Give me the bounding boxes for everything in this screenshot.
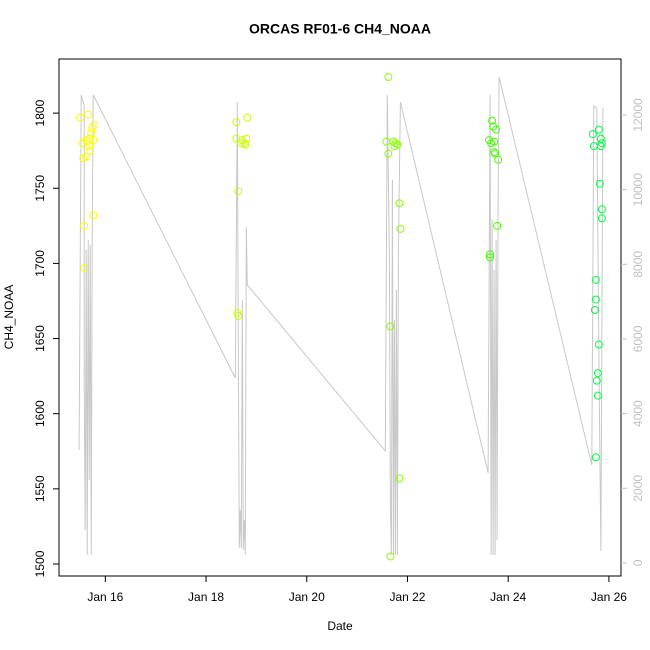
point: [596, 134, 605, 143]
point: [232, 118, 241, 127]
point: [486, 253, 495, 262]
x-tick-label: Jan 16: [87, 590, 123, 604]
y2-tick-label: 10000: [631, 173, 645, 207]
x-axis-label: Date: [327, 619, 353, 633]
point: [590, 305, 599, 314]
point: [494, 155, 503, 164]
y2-tick-label: 2000: [631, 475, 645, 502]
point: [490, 148, 499, 157]
point: [493, 221, 502, 230]
point: [384, 73, 393, 82]
point: [594, 125, 603, 134]
y2-tick-label: 4000: [631, 400, 645, 427]
altitude-line: [78, 76, 604, 555]
point: [492, 125, 501, 134]
point: [242, 134, 251, 143]
point: [234, 311, 243, 320]
y2-tick-label: 12000: [631, 98, 645, 132]
y-tick-label: 1650: [33, 325, 47, 352]
point: [87, 128, 96, 137]
point: [597, 205, 606, 214]
x-tick-label: Jan 18: [188, 590, 224, 604]
y-tick-label: 1600: [33, 400, 47, 427]
x-tick-label: Jan 26: [591, 590, 627, 604]
point: [591, 295, 600, 304]
point: [390, 142, 399, 151]
point: [488, 116, 497, 125]
point: [395, 474, 404, 483]
point: [382, 137, 391, 146]
y-tick-label: 1750: [33, 175, 47, 202]
point: [232, 134, 241, 143]
point: [593, 391, 602, 400]
point: [591, 453, 600, 462]
point: [592, 376, 601, 385]
point: [76, 113, 85, 122]
point: [86, 146, 95, 155]
point: [597, 139, 606, 148]
chart-title: ORCAS RF01-6 CH4_NOAA: [249, 21, 431, 37]
y2-tick-label: 8000: [631, 251, 645, 278]
point: [591, 275, 600, 284]
x-tick-label: Jan 20: [289, 590, 325, 604]
point: [597, 214, 606, 223]
x-tick-label: Jan 24: [490, 590, 526, 604]
point: [84, 110, 93, 119]
point: [486, 250, 495, 259]
point: [80, 263, 89, 272]
point: [593, 369, 602, 378]
point: [80, 221, 89, 230]
y2-tick-label: 0: [631, 559, 645, 566]
point: [234, 187, 243, 196]
point: [82, 152, 91, 161]
point: [490, 137, 499, 146]
point: [89, 211, 98, 220]
y-axis-label: CH4_NOAA: [2, 285, 16, 350]
y-tick-label: 1800: [33, 99, 47, 126]
y-tick-label: 1700: [33, 250, 47, 277]
point: [386, 322, 395, 331]
y2-tick-label: 6000: [631, 325, 645, 352]
point: [243, 113, 252, 122]
point: [395, 199, 404, 208]
plot-frame: [58, 58, 622, 577]
y-tick-label: 1500: [33, 550, 47, 577]
point: [595, 179, 604, 188]
point: [594, 340, 603, 349]
point: [90, 121, 99, 130]
point: [588, 130, 597, 139]
point: [386, 552, 395, 561]
point: [396, 224, 405, 233]
point: [238, 136, 247, 145]
y-tick-label: 1550: [33, 475, 47, 502]
x-tick-label: Jan 22: [389, 590, 425, 604]
point: [85, 142, 94, 151]
point: [384, 149, 393, 158]
